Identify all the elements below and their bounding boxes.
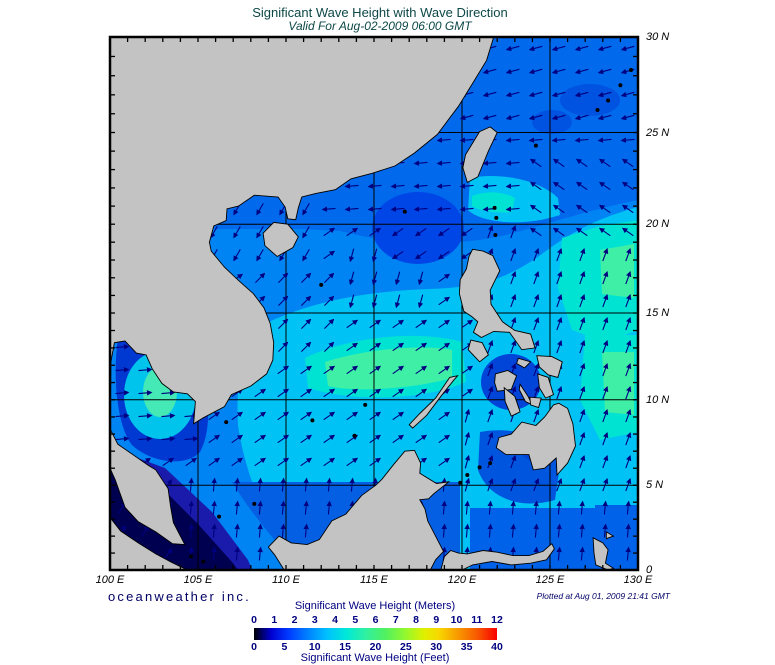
colorbar-tick-0: 0 — [251, 614, 257, 626]
lat-label-0: 0 — [646, 564, 653, 576]
colorbar-tick-0: 0 — [251, 641, 257, 653]
valid-time-subtitle: Valid For Aug-02-2009 06:00 GMT — [288, 19, 472, 33]
colorbar-title-meters: Significant Wave Height (Meters) — [294, 600, 456, 612]
plot-area — [110, 37, 638, 570]
colorbar-tick-3: 3 — [311, 614, 318, 626]
colorbar-title-feet: Significant Wave Height (Feet) — [300, 652, 450, 664]
land-layer — [110, 37, 615, 570]
lon-label-125E: 125 E — [535, 574, 565, 586]
colorbar-tick-25: 25 — [400, 641, 412, 653]
colorbar-tick-9: 9 — [433, 614, 440, 626]
colorbar-gradient — [254, 628, 497, 640]
colorbar-tick-4: 4 — [332, 614, 338, 626]
lon-label-105E: 105 E — [183, 574, 213, 586]
colorbar-feet-ticks: 0 5 10 15 20 25 30 35 40 — [251, 641, 503, 653]
colorbar-tick-40: 40 — [491, 641, 503, 653]
small-islands-layer — [189, 68, 633, 564]
lat-label-10N: 10 N — [646, 393, 670, 406]
lon-label-100E: 100 E — [95, 574, 125, 586]
colorbar-tick-11: 11 — [471, 614, 483, 626]
lon-label-130E: 130 E — [623, 574, 653, 586]
colorbar-tick-10: 10 — [450, 614, 463, 626]
lat-label-30N: 30 N — [646, 31, 670, 43]
plotted-timestamp: Plotted at Aug 01, 2009 21:41 GMT — [536, 591, 670, 601]
colorbar-tick-12: 12 — [491, 614, 503, 626]
colorbar-meter-ticks: 0 1 2 3 4 5 6 7 8 9 10 11 12 — [251, 614, 503, 626]
oceanweather-logo-text: oceanweather inc. — [108, 589, 251, 604]
colorbar-tick-10: 10 — [308, 641, 321, 653]
colorbar-tick-7: 7 — [392, 614, 399, 626]
colorbar-tick-30: 30 — [430, 641, 443, 653]
colorbar-tick-15: 15 — [339, 641, 351, 653]
lat-label-5N: 5 N — [646, 479, 664, 492]
lon-label-110E: 110 E — [272, 574, 300, 586]
colorbar-tick-8: 8 — [413, 614, 419, 626]
colorbar-tick-5: 5 — [281, 641, 288, 653]
lat-label-25N: 25 N — [646, 126, 670, 139]
lon-label-115E: 115 E — [360, 574, 388, 586]
lat-label-15N: 15 N — [646, 307, 670, 320]
lon-label-120E: 120 E — [447, 574, 477, 586]
colorbar-tick-5: 5 — [352, 614, 359, 626]
colorbar-tick-6: 6 — [372, 614, 379, 626]
lat-label-20N: 20 N — [646, 218, 670, 231]
colorbar-tick-1: 1 — [271, 614, 278, 626]
colorbar-tick-20: 20 — [369, 641, 382, 653]
degree-ticks — [110, 37, 638, 570]
colorbar-tick-2: 2 — [291, 614, 298, 626]
colorbar-tick-35: 35 — [460, 641, 473, 653]
page-title: Significant Wave Height with Wave Direct… — [252, 5, 508, 20]
